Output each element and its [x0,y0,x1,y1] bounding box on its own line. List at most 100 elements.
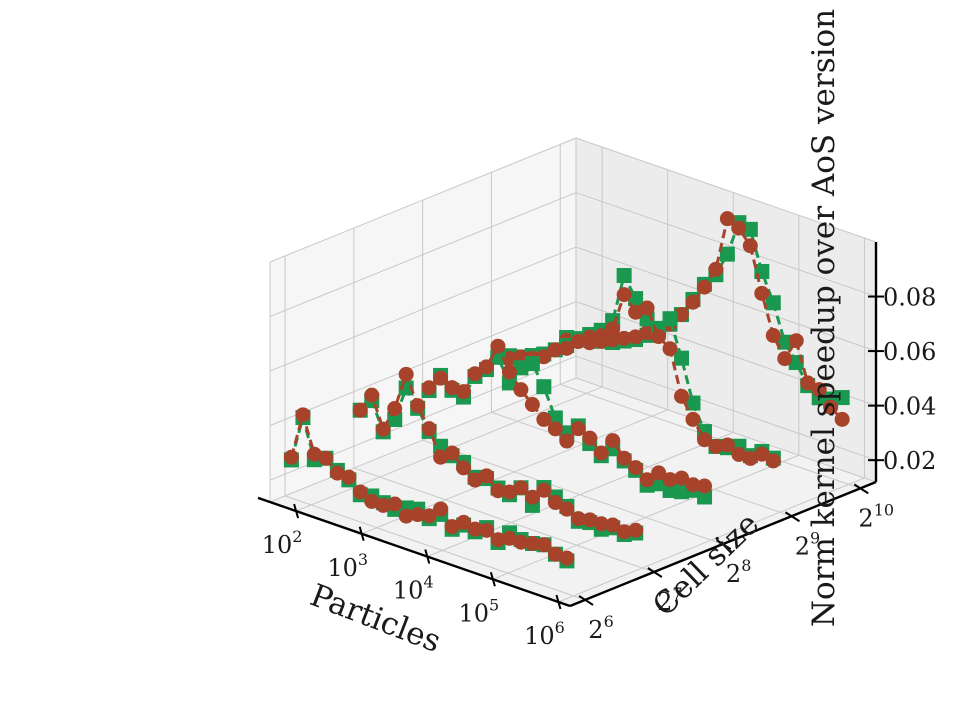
data-point [329,465,345,481]
data-point [501,375,517,391]
data-point [444,380,460,396]
data-point [502,530,518,546]
data-point [731,446,747,462]
y-tick-label: 29 [795,528,820,560]
data-point [754,285,770,301]
y-tick-label: 210 [858,500,894,532]
data-point [375,421,391,437]
data-point [524,356,540,372]
data-point [467,521,483,537]
data-point [834,411,850,427]
data-point [306,446,322,462]
data-point [651,476,667,492]
data-point [765,453,781,469]
data-point [582,329,598,345]
data-point [662,482,678,498]
data-point [605,517,621,533]
data-point [697,478,713,494]
data-point [742,238,758,254]
x-tick-mark [293,503,300,519]
data-point [605,433,621,449]
data-point [731,220,747,236]
data-point [513,382,529,398]
y-tick-mark [716,539,732,550]
data-point [398,366,414,382]
data-point [410,398,426,414]
data-point [662,341,678,357]
data-point [616,287,632,303]
data-point [536,482,552,498]
y-tick-mark [784,511,800,523]
data-point [398,508,414,524]
data-point [525,536,541,552]
data-point [456,384,472,400]
data-point [536,537,552,553]
data-point [421,508,437,524]
data-point [742,221,758,237]
data-point [674,470,690,486]
data-point [421,380,437,396]
data-point [513,480,529,496]
data-point [673,307,689,323]
back-wall-pane [576,138,876,482]
data-point [708,261,724,277]
data-point [410,507,426,523]
data-point [444,445,460,461]
data-point [777,334,793,350]
data-point [444,519,460,535]
pane-edge [269,377,577,503]
data-point [501,364,517,380]
data-point [593,328,609,344]
data-point [524,397,540,413]
data-point [570,421,586,437]
y-tick-label: 26 [588,612,613,644]
data-point [800,375,816,391]
data-point [433,501,449,517]
data-point [387,496,403,512]
data-point [593,445,609,461]
data-point [616,450,632,466]
data-point [467,366,483,382]
data-point [697,489,713,505]
data-point [685,395,701,411]
data-point [674,350,690,366]
grid-line-z [269,246,577,372]
data-point [559,501,575,517]
data-point [834,390,850,406]
pane-edge [575,377,877,483]
data-point [559,340,575,356]
z-tick-label: 0.06 [883,338,936,366]
data-point [524,489,540,505]
grid-line-z [575,355,877,461]
data-point [570,333,586,349]
data-point [593,516,609,532]
data-point [536,349,552,365]
data-point [628,304,644,320]
data-point [628,460,644,476]
data-point [708,438,724,454]
data-point [651,465,667,481]
data-point [490,532,506,548]
grid-line-y [422,439,723,545]
data-point [547,410,563,426]
data-point [811,382,827,398]
data-point [479,522,495,538]
chart-panes [270,138,876,606]
data-point [605,332,621,348]
y-tick-mark [853,483,869,495]
data-point [318,450,334,466]
data-point [513,360,529,376]
data-point [479,468,495,484]
data-point [788,333,804,349]
data-point [685,411,701,427]
data-point [490,483,506,499]
data-point [283,449,299,465]
pane-edge [269,137,577,263]
data-point [295,407,311,423]
data-point [765,328,781,344]
data-point [456,460,472,476]
y-tick-mark [578,595,594,606]
data-point [605,321,621,337]
x-axis-line [257,496,571,608]
data-point [341,469,357,485]
